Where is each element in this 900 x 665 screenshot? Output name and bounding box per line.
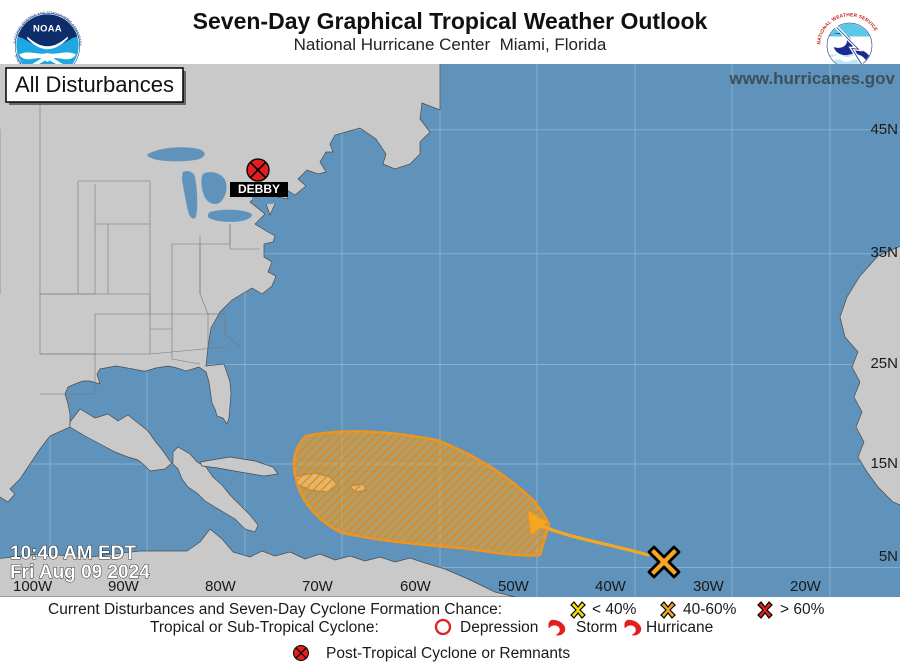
svg-text:25N: 25N: [870, 355, 898, 372]
svg-text:Post-Tropical Cyclone or Remna: Post-Tropical Cyclone or Remnants: [326, 645, 570, 662]
svg-text:20W: 20W: [790, 578, 822, 595]
svg-text:70W: 70W: [302, 578, 334, 595]
svg-text:www.hurricanes.gov: www.hurricanes.gov: [728, 69, 895, 88]
svg-text:All Disturbances: All Disturbances: [15, 72, 174, 97]
svg-text:60W: 60W: [400, 578, 432, 595]
svg-text:40-60%: 40-60%: [683, 601, 737, 618]
svg-text:40W: 40W: [595, 578, 627, 595]
svg-text:45N: 45N: [870, 121, 898, 138]
svg-text:> 60%: > 60%: [780, 601, 825, 618]
svg-text:Tropical or Sub-Tropical Cyclo: Tropical or Sub-Tropical Cyclone:: [150, 619, 379, 636]
svg-text:Depression: Depression: [460, 619, 538, 636]
svg-text:30W: 30W: [693, 578, 725, 595]
svg-text:Hurricane: Hurricane: [646, 619, 713, 636]
svg-text:Fri Aug 09 2024: Fri Aug 09 2024: [10, 562, 150, 583]
svg-text:Storm: Storm: [576, 619, 617, 636]
svg-text:35N: 35N: [870, 244, 898, 261]
svg-text:80W: 80W: [205, 578, 237, 595]
svg-text:< 40%: < 40%: [592, 601, 637, 618]
svg-text:DEBBY: DEBBY: [238, 182, 280, 196]
svg-text:Current Disturbances and Seven: Current Disturbances and Seven-Day Cyclo…: [48, 601, 502, 618]
svg-text:NOAA: NOAA: [33, 23, 62, 33]
svg-text:15N: 15N: [870, 455, 898, 472]
svg-text:50W: 50W: [498, 578, 530, 595]
svg-text:10:40 AM EDT: 10:40 AM EDT: [10, 543, 136, 564]
svg-text:5N: 5N: [879, 548, 898, 565]
